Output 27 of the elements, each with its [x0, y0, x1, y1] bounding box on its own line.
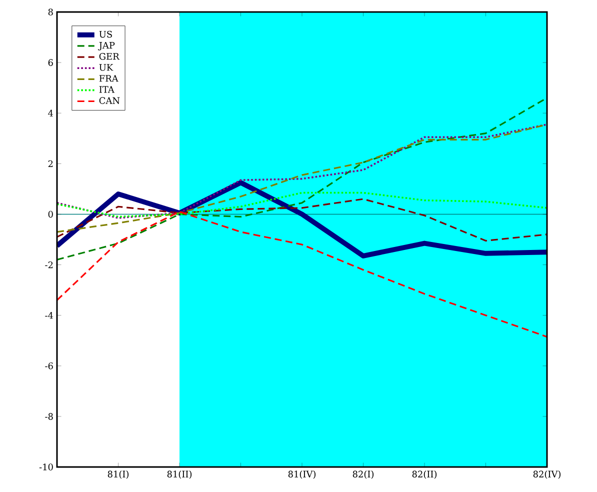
x-tick-label: 82(IV) [533, 470, 561, 479]
legend-label: JAP [98, 42, 115, 50]
y-tick-label: -10 [39, 464, 53, 470]
legend-label: FRA [99, 75, 118, 82]
y-tick-label: -4 [45, 312, 54, 319]
x-tick-label: 82(I) [352, 470, 374, 479]
y-tick-label: -2 [45, 261, 53, 268]
line-series [57, 192, 548, 218]
x-tick-label: 81(II) [167, 470, 192, 479]
x-tick-label: 81(IV) [288, 470, 316, 479]
line-series [57, 180, 548, 258]
y-tick-label: 4 [48, 110, 54, 116]
y-tick-label: 0 [48, 210, 53, 218]
x-tick-label: 81(I) [108, 470, 129, 479]
legend-label: CAN [99, 97, 120, 104]
legend-label: UK [99, 64, 114, 71]
x-tick-label: 82(II) [412, 470, 437, 479]
y-tick-label: 6 [48, 59, 53, 66]
legend-label: ITA [99, 86, 114, 93]
y-tick-label: 8 [48, 8, 53, 16]
line-series [57, 198, 548, 242]
y-tick-label: -8 [45, 413, 53, 420]
legend-label: GER [99, 52, 120, 60]
line-series [57, 210, 548, 338]
y-tick-label: -6 [45, 362, 53, 370]
y-tick-label: 2 [48, 160, 53, 167]
legend-label: US [99, 30, 112, 38]
